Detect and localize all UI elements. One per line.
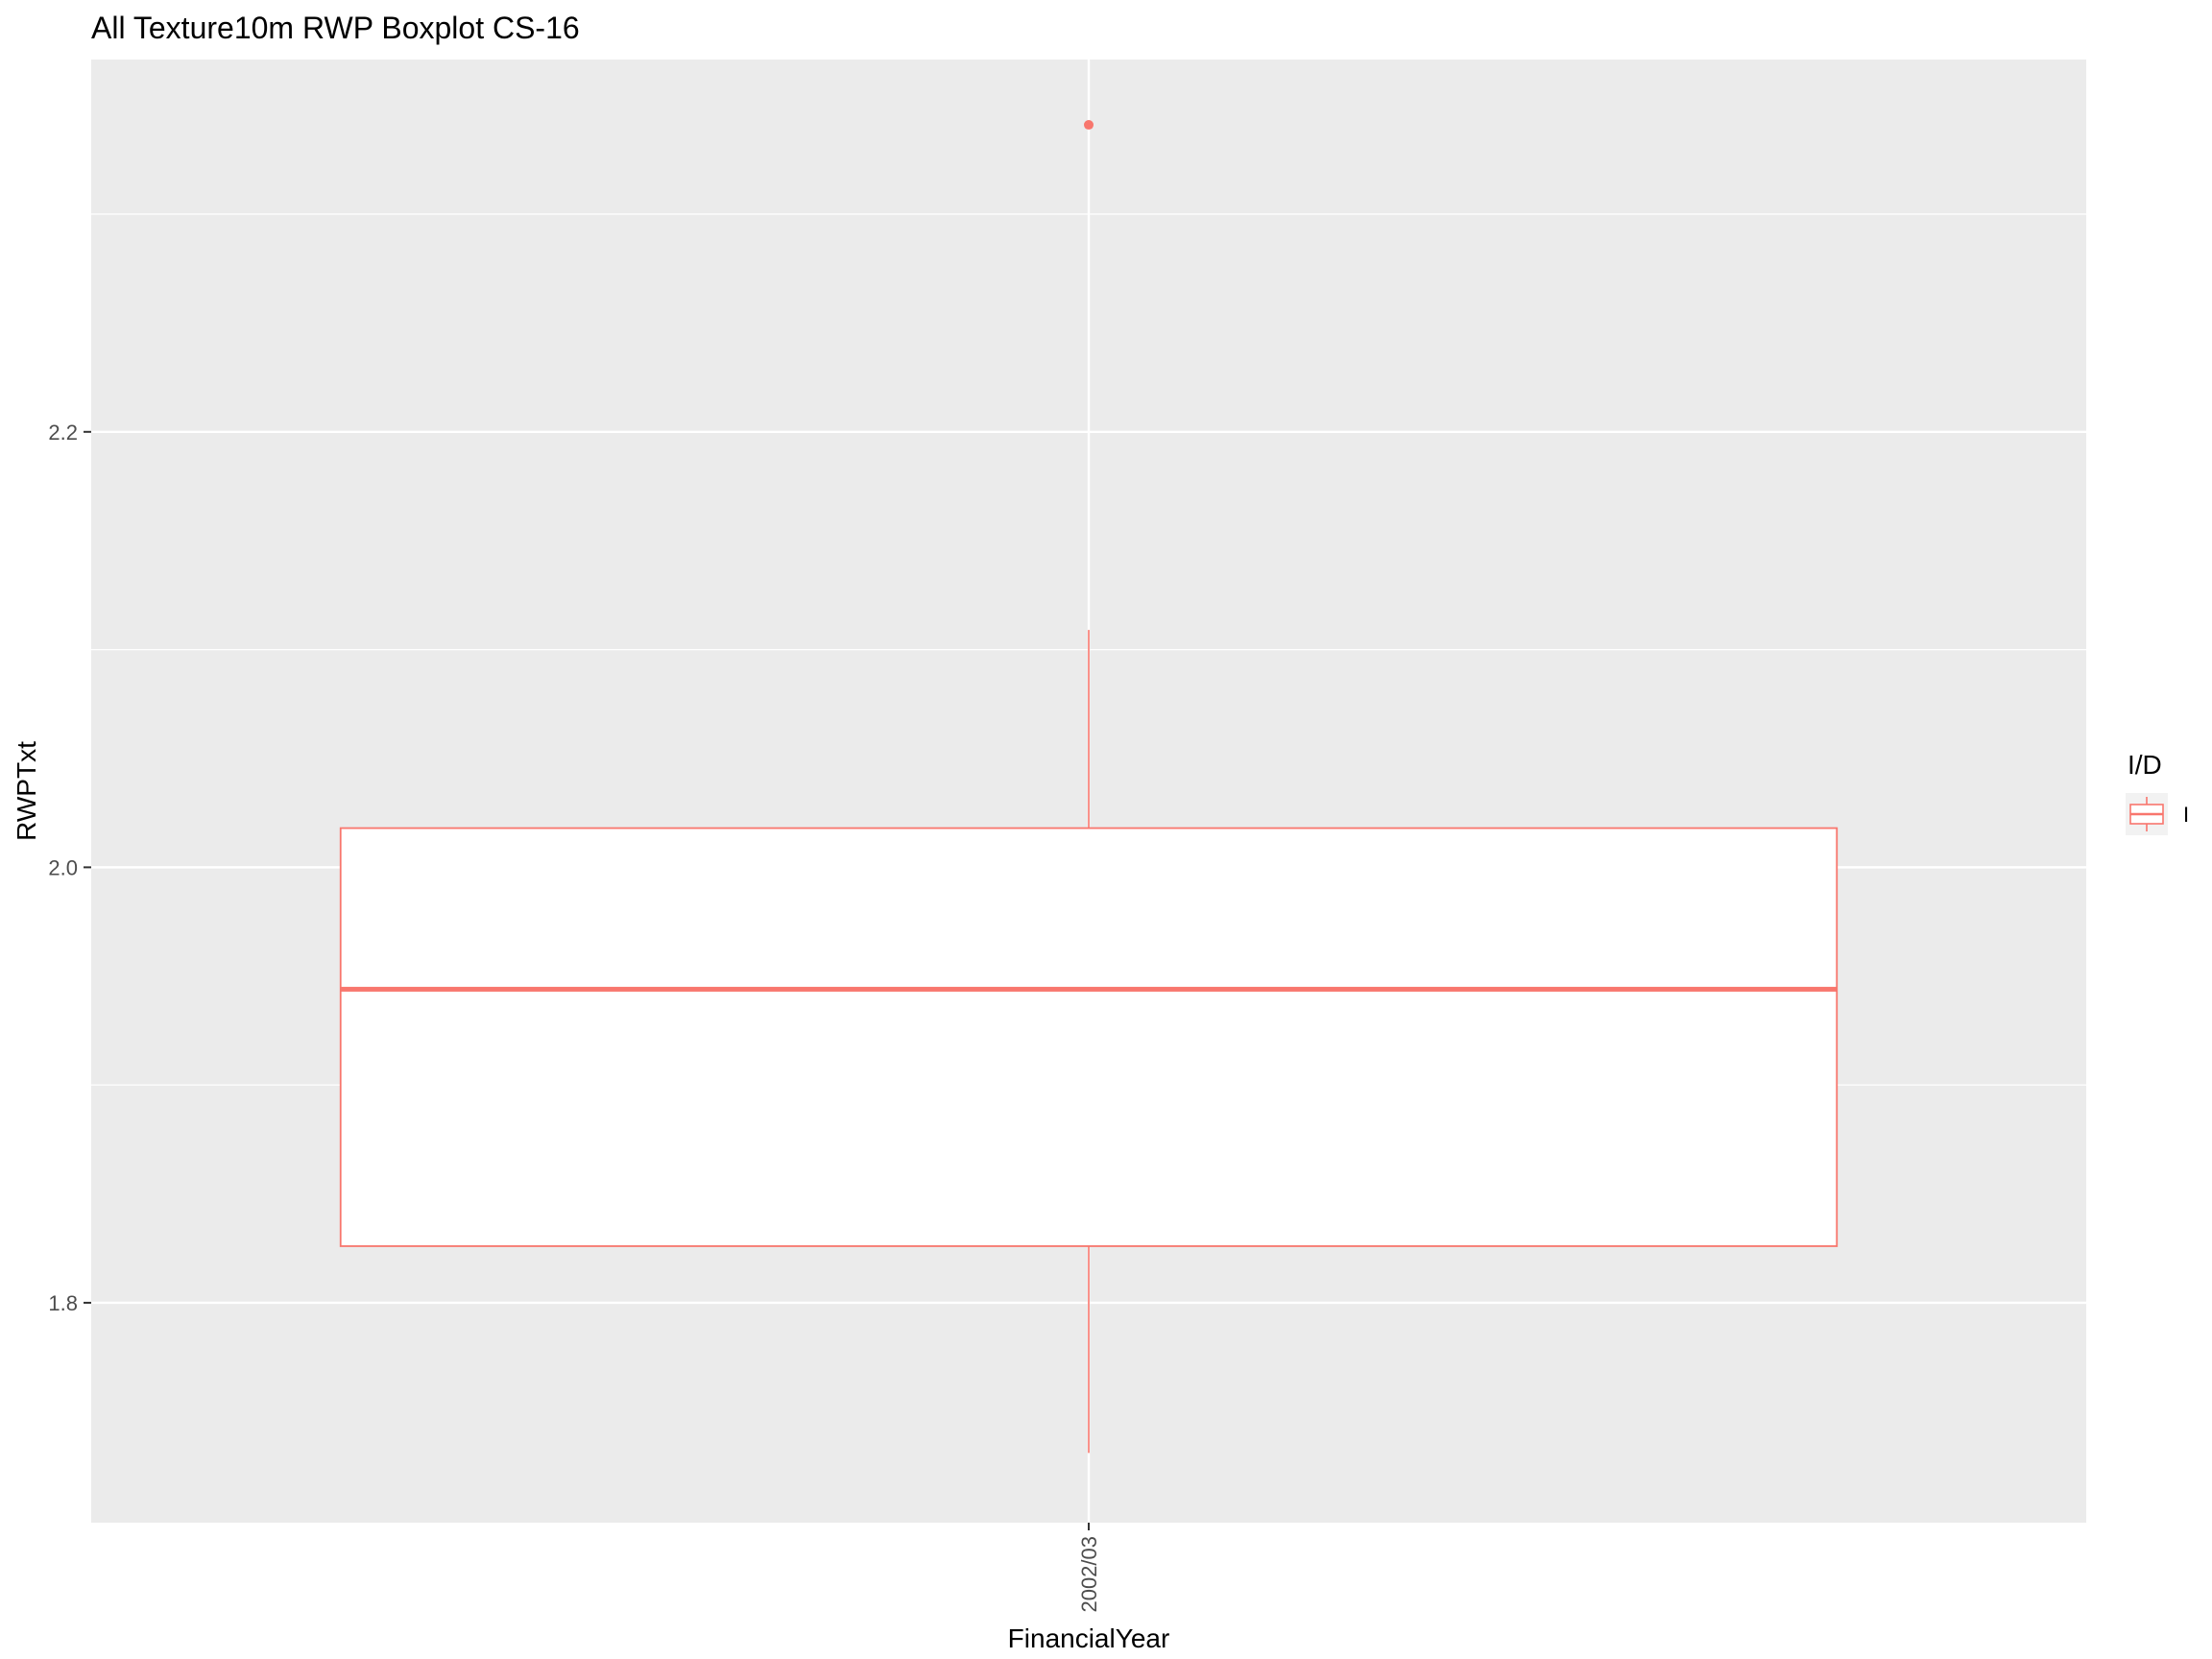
y-tick-label: 2.2 (48, 421, 78, 445)
boxplot-series (339, 120, 1839, 1454)
x-axis-title: FinancialYear (1008, 1623, 1170, 1653)
x-tick-label: 2002/03 (1077, 1536, 1101, 1613)
y-tick-label: 1.8 (48, 1291, 78, 1315)
legend-entry-label: I (2183, 803, 2189, 827)
legend-title: I/D (2128, 750, 2162, 780)
legend: I/D I (2126, 750, 2189, 835)
y-axis-title: RWPTxt (12, 741, 41, 841)
chart-title: All Texture10m RWP Boxplot CS-16 (91, 11, 580, 45)
legend-entries: I (2126, 793, 2189, 835)
iqr-box (339, 827, 1839, 1247)
y-tick-label: 2.0 (48, 855, 78, 879)
y-axis: 1.8 2.0 2.2 (48, 421, 91, 1315)
outlier-point (1084, 120, 1094, 131)
x-axis: 2002/03 (1077, 1523, 1101, 1613)
